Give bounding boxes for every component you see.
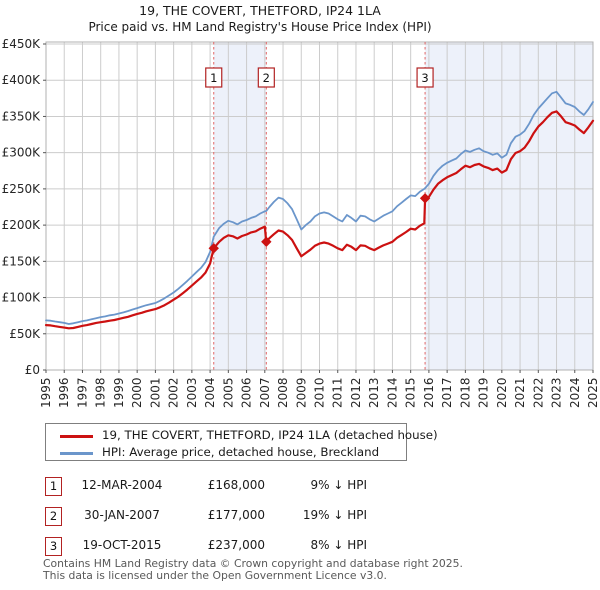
x-tick-label: 2013 [367,377,381,408]
event-number-badge: 3 [45,537,62,556]
legend: 19, THE COVERT, THETFORD, IP24 1LA (deta… [45,423,438,461]
legend-label: 19, THE COVERT, THETFORD, IP24 1LA (deta… [102,428,438,442]
x-tick-label: 2014 [385,377,399,408]
y-tick-label: £0 [25,363,40,377]
page-subtitle: Price paid vs. HM Land Registry's House … [88,20,432,34]
event-number: 1 [210,71,217,85]
price-paid-line [44,110,595,330]
licence-line: This data is licensed under the Open Gov… [43,569,387,582]
event-number-box [205,67,223,88]
x-tick-label: 2015 [404,377,418,408]
annotation-row-2: 2 30-JAN-2007 £177,000 19% ↓ HPI [0,507,600,526]
x-tick-label: 2022 [531,377,545,408]
x-tick-label: 2011 [331,377,345,408]
purchase-marker [419,193,431,204]
x-tick-label: 1995 [39,377,53,408]
x-tick-label: 2017 [440,377,454,408]
event-number-box [416,67,434,88]
y-tick-label: £350K [2,109,42,123]
y-tick-label: £400K [2,73,42,87]
event-number-box [257,67,275,88]
sale-date: 30-JAN-2007 [84,508,160,522]
sale-date: 12-MAR-2004 [81,478,163,492]
x-tick-label: 2023 [550,377,564,408]
legend-item-hpi: HPI: Average price, detached house, Brec… [46,444,406,461]
y-tick-label: £450K [2,37,42,51]
x-tick-label: 2018 [458,377,472,408]
hpi-line-swatch [60,452,93,455]
y-tick-label: £100K [2,291,42,305]
x-tick-label: 2002 [167,377,181,408]
x-tick-label: 2007 [258,377,272,408]
x-tick-label: 2008 [276,377,290,408]
page-title: 19, THE COVERT, THETFORD, IP24 1LA [139,3,381,18]
x-tick-label: 2012 [349,377,363,408]
x-tick-label: 1998 [94,377,108,408]
event-number-badge: 1 [45,477,62,496]
hpi-delta: 19% ↓ HPI [302,508,367,522]
x-tick-label: 2024 [568,377,582,408]
y-tick-label: £50K [9,327,41,341]
x-tick-label: 2003 [185,377,199,408]
x-tick-label: 2019 [477,377,491,408]
x-tick-label: 1996 [57,377,71,408]
purchase-marker [208,243,219,254]
x-tick-label: 2001 [148,377,162,408]
x-tick-label: 2021 [513,377,527,408]
x-tick-label: 2004 [203,377,217,408]
x-tick-label: 1997 [75,377,89,408]
price-chart: 1 2 3 £0 £50K £100K £150K £200K £250K £300K £350K £… [2,37,600,408]
sale-price: £237,000 [207,538,265,552]
x-tick-label: 2025 [586,377,600,408]
event-number-badge: 2 [45,507,62,526]
shaded-ownership-span [213,42,267,370]
x-tick-label: 2009 [294,377,308,408]
y-tick-label: £150K [2,254,42,268]
hpi-line [45,90,594,325]
price-paid-line-swatch [60,435,93,438]
x-tick-label: 2020 [495,377,509,408]
legend-label: HPI: Average price, detached house, Brec… [102,445,380,459]
sale-price: £168,000 [207,478,265,492]
x-tick-label: 1999 [112,377,126,408]
y-tick-label: £300K [2,146,42,160]
annotation-row-1: 1 12-MAR-2004 £168,000 9% ↓ HPI [0,477,600,496]
hpi-delta: 9% ↓ HPI [310,478,367,492]
y-tick-label: £200K [2,218,42,232]
sale-price: £177,000 [207,508,265,522]
sale-date: 19-OCT-2015 [82,538,162,552]
event-number: 3 [421,71,428,85]
annotation-row-3: 3 19-OCT-2015 £237,000 8% ↓ HPI [0,537,600,556]
x-tick-label: 2016 [422,377,436,408]
shaded-ownership-span [425,42,593,370]
x-tick-label: 2000 [130,377,144,408]
legend-item-price-paid: 19, THE COVERT, THETFORD, IP24 1LA (deta… [46,427,438,444]
x-tick-label: 2005 [221,377,235,408]
purchase-marker [261,236,272,247]
hpi-delta: 8% ↓ HPI [310,538,367,552]
x-tick-label: 2006 [240,377,254,408]
copyright-line: Contains HM Land Registry data © Crown c… [43,557,463,570]
x-tick-label: 2010 [313,377,327,408]
y-tick-label: £250K [2,182,42,196]
event-number: 2 [263,71,270,85]
